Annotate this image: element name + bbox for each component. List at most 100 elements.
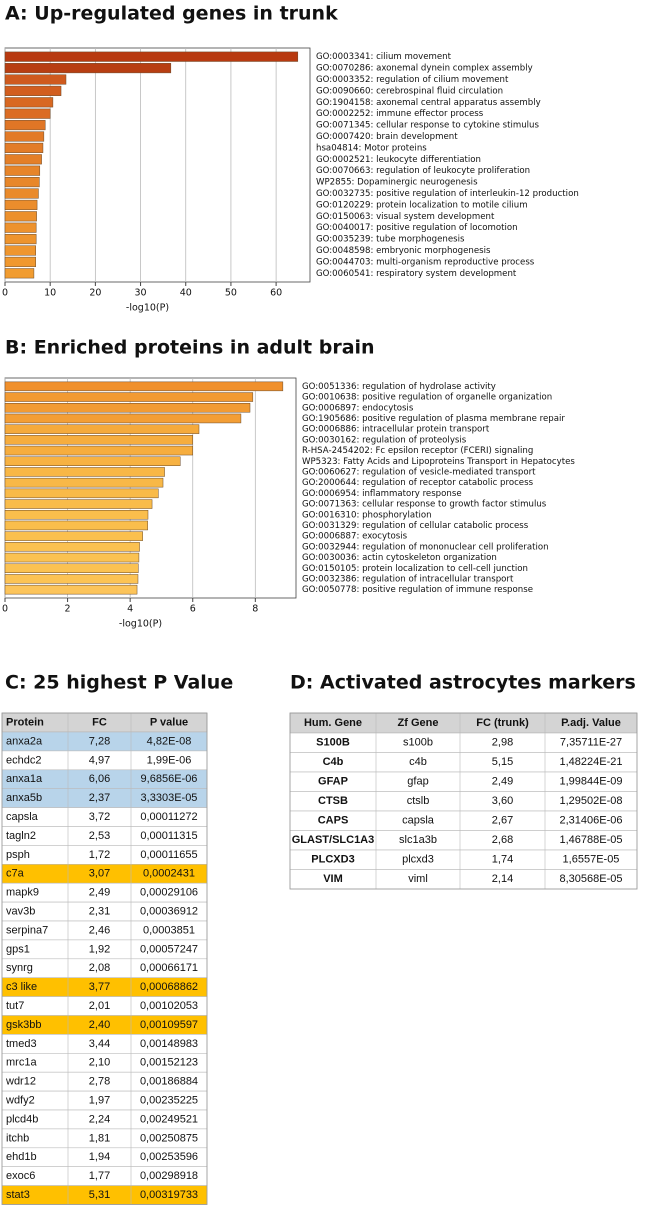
bar — [4, 477, 164, 488]
table-cell: psph — [6, 849, 30, 861]
table-cell: serpina7 — [6, 924, 48, 936]
bar — [4, 154, 42, 165]
table-cell: 1,74 — [492, 854, 513, 866]
table-cell: plcxd3 — [402, 854, 434, 866]
table-cell: tmed3 — [6, 1038, 37, 1050]
table-cell: c3 like — [6, 981, 37, 993]
header-cell: Hum. Gene — [304, 717, 362, 729]
table-cell: 3,77 — [89, 981, 110, 993]
table-cell: GFAP — [318, 776, 348, 788]
category-label: GO:0150105: protein localization to cell… — [302, 564, 528, 574]
table-cell: 3,60 — [492, 795, 513, 807]
table-cell: 2,37 — [89, 792, 110, 804]
bar — [4, 584, 138, 595]
table-cell: 2,14 — [492, 873, 513, 885]
category-label: GO:0002521: leukocyte differentiation — [316, 155, 481, 165]
bar — [4, 381, 284, 392]
table-cell: 0,00109597 — [140, 1019, 198, 1031]
table-cell: 2,53 — [89, 830, 110, 842]
category-label: GO:0003341: cilium movement — [316, 52, 452, 62]
table-cell: 1,48224E-21 — [560, 756, 623, 768]
table-cell: 2,40 — [89, 1019, 110, 1031]
bar — [4, 222, 37, 233]
bar — [4, 74, 67, 85]
table-cell: 2,08 — [89, 962, 110, 974]
table-cell: plcd4b — [6, 1113, 38, 1125]
table-cell: 0,0002431 — [143, 868, 195, 880]
x-tick-label: 0 — [2, 288, 8, 299]
table-cell: S100B — [316, 737, 350, 749]
table-cell: 0,00298918 — [140, 1170, 198, 1182]
bar — [4, 520, 148, 531]
table-cell: 0,00029106 — [140, 887, 198, 899]
bar — [4, 120, 46, 131]
table-cell: 4,97 — [89, 754, 110, 766]
table-cell: 5,15 — [492, 756, 513, 768]
table-cell: 2,98 — [492, 737, 513, 749]
table-cell: exoc6 — [6, 1170, 35, 1182]
table-cell: 3,07 — [89, 868, 110, 880]
header-cell: P.adj. Value — [561, 717, 621, 729]
table-cell: GLAST/SLC1A3 — [292, 834, 375, 846]
category-label: GO:2000644: regulation of receptor catab… — [302, 478, 534, 488]
table-cell: 0,00068862 — [140, 981, 198, 993]
table-cell: capsla — [6, 811, 39, 823]
table-cell: 0,00011315 — [140, 830, 197, 842]
table-cell: 2,49 — [89, 887, 110, 899]
category-label: GO:0032735: positive regulation of inter… — [316, 189, 579, 199]
category-label: GO:0031329: regulation of cellular catab… — [302, 521, 529, 531]
table-cell: 0,00186884 — [140, 1076, 198, 1088]
category-label: GO:0006954: inflammatory response — [302, 489, 462, 499]
table-cell: 0,00011272 — [140, 811, 197, 823]
bar — [4, 177, 40, 188]
table-cell: 7,35711E-27 — [560, 737, 622, 749]
category-label: GO:0048598: embryonic morphogenesis — [316, 246, 491, 256]
table-cell: ctslb — [407, 795, 430, 807]
bar — [4, 499, 153, 509]
table-cell: mapk9 — [6, 887, 39, 899]
table-cell: 2,49 — [492, 776, 513, 788]
table-cell: anxa5b — [6, 792, 42, 804]
table-cell: 6,06 — [89, 773, 110, 785]
table-cell: c4b — [409, 756, 427, 768]
bar — [4, 392, 254, 402]
table-cell: 3,72 — [89, 811, 110, 823]
table-cell: 0,00057247 — [140, 943, 198, 955]
table-cell: vav3b — [6, 905, 35, 917]
bar — [4, 456, 181, 466]
bar — [4, 510, 149, 520]
category-label: GO:0071345: cellular response to cytokin… — [316, 121, 539, 131]
table-cell: gfap — [407, 776, 428, 788]
table-cell: 0,00152123 — [140, 1057, 198, 1069]
header-cell: FC (trunk) — [476, 717, 529, 729]
bar — [4, 574, 139, 584]
category-label: GO:0071363: cellular response to growth … — [302, 500, 547, 510]
table-cell: 1,97 — [89, 1094, 110, 1106]
x-axis-label: -log10(P) — [126, 303, 169, 314]
table-cell: 0,00250875 — [140, 1132, 198, 1144]
category-label: WP2855: Dopaminergic neurogenesis — [316, 178, 478, 188]
category-label: R-HSA-2454202: Fc epsilon receptor (FCER… — [302, 446, 533, 456]
table-cell: 2,46 — [89, 924, 110, 936]
bar — [4, 467, 165, 477]
bar — [4, 542, 140, 552]
table-cell: tut7 — [6, 1000, 24, 1012]
bar — [4, 552, 140, 563]
table-cell: 0,00102053 — [140, 1000, 198, 1012]
x-tick-label: 20 — [89, 288, 101, 299]
bar — [4, 199, 38, 210]
table-cell: 0,00036912 — [140, 905, 198, 917]
table-cell: 1,46788E-05 — [560, 834, 623, 846]
x-tick-label: 10 — [44, 288, 56, 299]
table-cell: 0,00148983 — [140, 1038, 198, 1050]
bar — [4, 142, 44, 153]
table-cell: CAPS — [318, 815, 349, 827]
bar — [4, 531, 143, 541]
table-cell: 8,30568E-05 — [560, 873, 623, 885]
table-cell: 1,92 — [89, 943, 110, 955]
bar — [4, 435, 193, 445]
table-cell: CTSB — [318, 795, 348, 807]
category-label: GO:0003352: regulation of cilium movemen… — [316, 75, 509, 85]
table-cell: anxa2a — [6, 735, 43, 747]
category-label: WP5323: Fatty Acids and Lipoproteins Tra… — [302, 457, 575, 467]
